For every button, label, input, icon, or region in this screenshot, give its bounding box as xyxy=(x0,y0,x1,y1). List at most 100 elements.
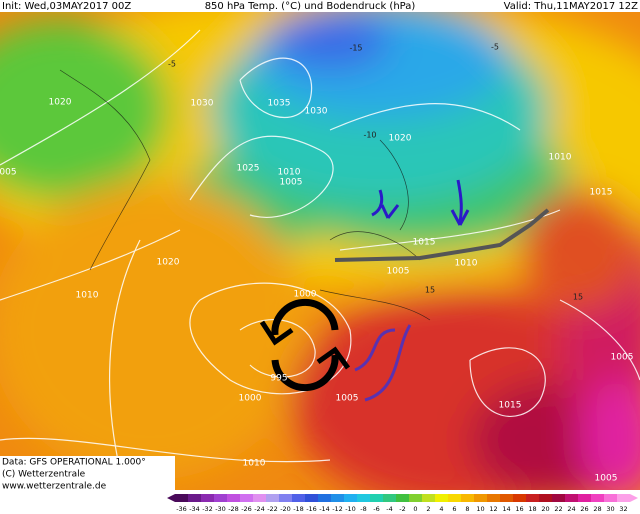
scale-arrow xyxy=(167,494,175,502)
scale-label: 14 xyxy=(502,505,510,513)
isobar-label: 995 xyxy=(270,374,287,384)
scale-swatch xyxy=(214,494,227,502)
isobar-label: 1010 xyxy=(455,259,478,269)
scale-swatch xyxy=(487,494,500,502)
scale-swatch xyxy=(396,494,409,502)
scale-swatch xyxy=(422,494,435,502)
scale-swatch xyxy=(305,494,318,502)
scale-swatch xyxy=(370,494,383,502)
scale-label: 24 xyxy=(567,505,575,513)
scale-label: 30 xyxy=(606,505,614,513)
isobar-label: 1010 xyxy=(243,459,266,469)
footer-box xyxy=(0,456,175,490)
scale-swatch xyxy=(578,494,591,502)
scale-label: -4 xyxy=(386,505,392,513)
isobar-label: 1035 xyxy=(268,99,291,109)
scale-swatch xyxy=(357,494,370,502)
scale-label: 10 xyxy=(476,505,484,513)
color-scale: -36 -34 -32 -30 -28 -26 -24 -22 -20 -18 -16 -14 -12-… xyxy=(167,494,638,513)
scale-swatch xyxy=(604,494,617,502)
data-source: Data: GFS OPERATIONAL 1.000° xyxy=(2,458,146,468)
isobar-label: 1005 xyxy=(280,178,303,188)
isobar-label: 1025 xyxy=(237,164,260,174)
scale-swatch xyxy=(253,494,266,502)
isobar-label: 1020 xyxy=(157,258,180,268)
temperature-label: -15 xyxy=(349,44,362,53)
map-title: 850 hPa Temp. (°C) und Bodendruck (hPa) xyxy=(205,1,416,12)
scale-swatch xyxy=(175,494,188,502)
website: www.wetterzentrale.de xyxy=(2,482,107,492)
scale-label: 2 xyxy=(426,505,430,513)
scale-swatch xyxy=(383,494,396,502)
scale-label: -34 xyxy=(189,505,200,513)
scale-swatch xyxy=(331,494,344,502)
temperature-label: -5 xyxy=(491,43,499,52)
scale-swatch xyxy=(188,494,201,502)
scale-label: -18 xyxy=(293,505,304,513)
scale-swatch xyxy=(474,494,487,502)
isobar-label: 1010 xyxy=(549,153,572,163)
scale-label: 6 xyxy=(452,505,456,513)
temperature-label: -5 xyxy=(168,60,176,69)
scale-arrow xyxy=(630,494,638,502)
scale-swatch xyxy=(617,494,630,502)
isobar-label: 005 xyxy=(0,168,17,178)
temperature-label: 15 xyxy=(573,293,583,302)
scale-swatch xyxy=(318,494,331,502)
scale-label: 22 xyxy=(554,505,562,513)
annotation-arrows-south xyxy=(354,324,412,402)
scale-label: -30 xyxy=(215,505,226,513)
scale-swatch xyxy=(565,494,578,502)
isobar-label: 1000 xyxy=(239,394,262,404)
scale-swatch xyxy=(500,494,513,502)
scale-label: 20 xyxy=(541,505,549,513)
temperature-labels: -15 -10 -5 -5 15 15 xyxy=(168,43,583,302)
scale-label: -6 xyxy=(373,505,379,513)
cyclone-symbol xyxy=(259,298,351,392)
temperature-label: 15 xyxy=(425,286,435,295)
isobar-label: 1015 xyxy=(590,188,613,198)
scale-swatch xyxy=(344,494,357,502)
isobar-label: 1020 xyxy=(49,98,72,108)
scale-label: 16 xyxy=(515,505,523,513)
scale-label: -36 xyxy=(176,505,187,513)
scale-label: -32 xyxy=(202,505,213,513)
scale-swatch xyxy=(201,494,214,502)
scale-swatch xyxy=(539,494,552,502)
isobar-label: 1010 xyxy=(278,168,301,178)
scale-label: 0 xyxy=(413,505,417,513)
isobar-label: 1005 xyxy=(611,353,634,363)
scale-label: 28 xyxy=(593,505,601,513)
isobar-label: 1010 xyxy=(76,291,99,301)
isobar-label: 1030 xyxy=(305,107,328,117)
scale-label: 8 xyxy=(465,505,469,513)
scale-label: 4 xyxy=(439,505,443,513)
scale-swatch xyxy=(409,494,422,502)
scale-label: -14 xyxy=(319,505,330,513)
scale-label: -2 xyxy=(399,505,405,513)
scale-label: 32 xyxy=(619,505,627,513)
scale-label: -12 xyxy=(332,505,343,513)
scale-swatch xyxy=(591,494,604,502)
scale-swatch xyxy=(227,494,240,502)
scale-swatch xyxy=(552,494,565,502)
scale-label: -22 xyxy=(267,505,278,513)
scale-swatch xyxy=(266,494,279,502)
scale-label: -10 xyxy=(345,505,356,513)
scale-label: 18 xyxy=(528,505,536,513)
scale-label: 12 xyxy=(489,505,497,513)
isobar-labels: 1020 1030 1035 1030 1020 1025 1010 1005 … xyxy=(0,98,633,484)
scale-swatch xyxy=(240,494,253,502)
header-bar xyxy=(0,0,640,12)
isobar-label: 1005 xyxy=(595,474,618,484)
scale-swatch xyxy=(448,494,461,502)
valid-time: Valid: Thu,11MAY2017 12Z xyxy=(504,1,638,12)
scale-label: -28 xyxy=(228,505,239,513)
isobar-label: 1020 xyxy=(389,134,412,144)
scale-swatch xyxy=(526,494,539,502)
isobar-label: 1005 xyxy=(336,394,359,404)
scale-label: -16 xyxy=(306,505,317,513)
scale-label: -24 xyxy=(254,505,265,513)
